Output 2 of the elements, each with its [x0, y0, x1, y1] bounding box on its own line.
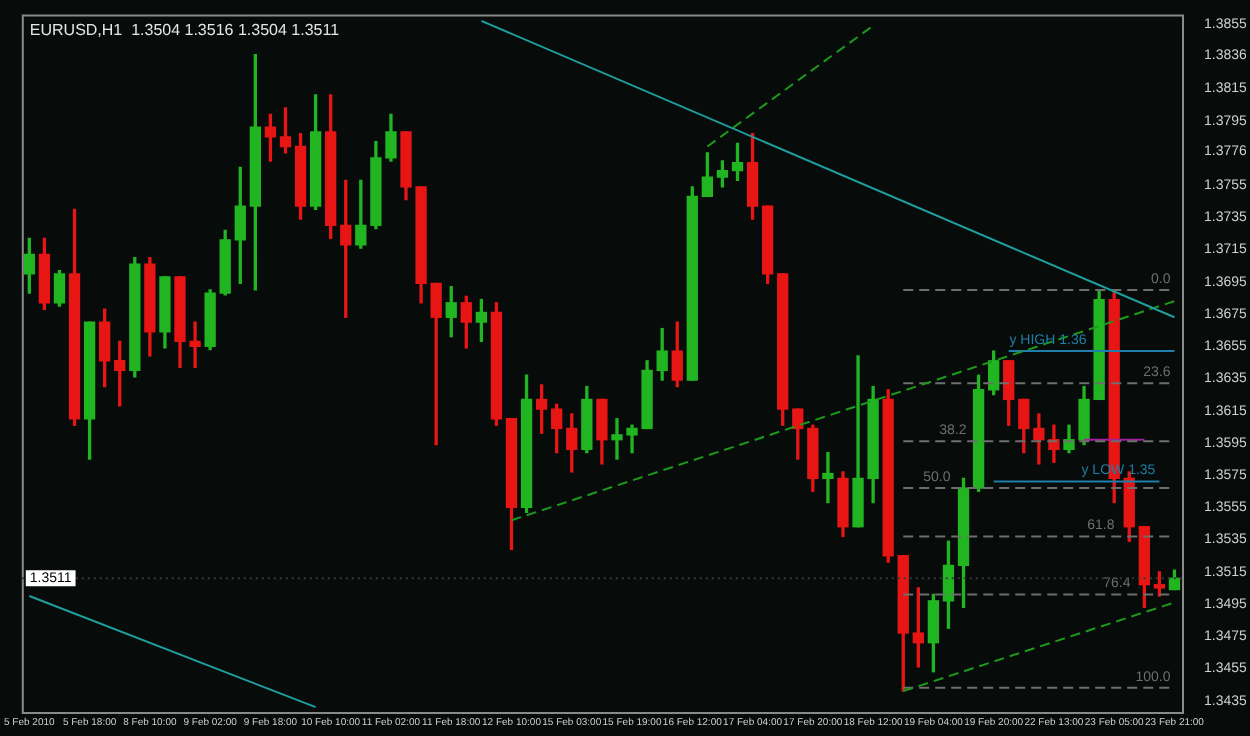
chart-title: EURUSD,H1 1.3504 1.3516 1.3504 1.3511 — [29, 20, 341, 39]
candlestick — [822, 451, 834, 504]
